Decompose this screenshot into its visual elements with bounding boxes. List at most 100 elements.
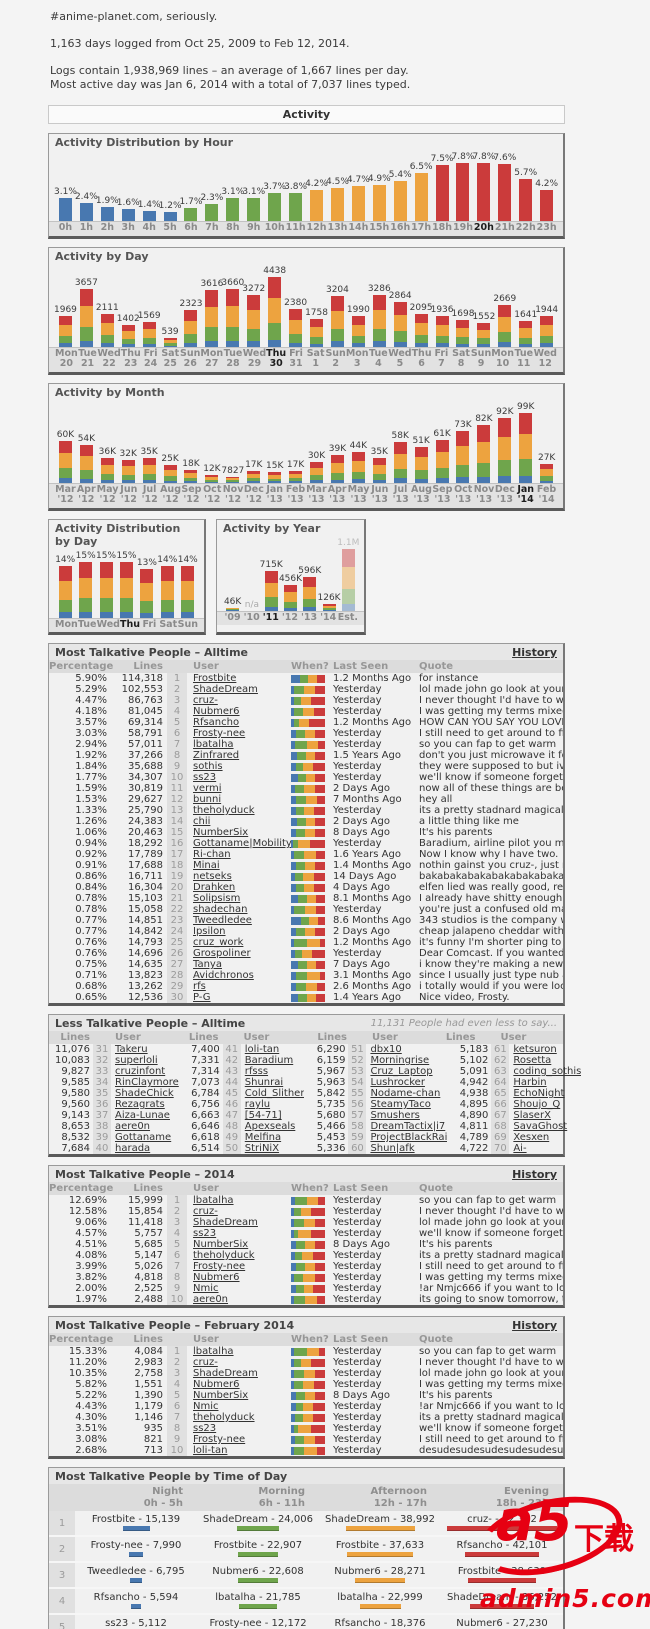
user-link[interactable]: cruzinfont xyxy=(115,1066,166,1077)
user-link[interactable]: Nubmer6 xyxy=(193,1379,240,1390)
user-link[interactable]: Shunrai xyxy=(244,1077,284,1088)
user-link[interactable]: bunni xyxy=(193,794,222,805)
user-link[interactable]: ss23 xyxy=(193,1228,217,1239)
user-link[interactable]: coding_sothis xyxy=(513,1066,582,1077)
user-link[interactable]: Apexseals xyxy=(244,1121,296,1132)
user-link[interactable]: Rosetta xyxy=(513,1055,552,1066)
table-title: Most Talkative People – Alltime xyxy=(55,646,248,659)
user-link[interactable]: raylu xyxy=(244,1099,271,1110)
user-link[interactable]: Xesxen xyxy=(513,1132,550,1143)
user-link[interactable]: NumberSix xyxy=(193,1390,249,1401)
user-link[interactable]: Avidchronos xyxy=(193,970,254,981)
user-link[interactable]: [54-71] xyxy=(244,1110,282,1121)
user-link[interactable]: ShadeDream xyxy=(193,684,258,695)
user-link[interactable]: Baradium xyxy=(244,1055,294,1066)
user-link[interactable]: Tanya xyxy=(193,959,222,970)
user-link[interactable]: netseks xyxy=(193,871,232,882)
user-link[interactable]: loli-tan xyxy=(244,1044,280,1055)
user-link[interactable]: Smushers xyxy=(370,1110,420,1121)
user-link[interactable]: Harbin xyxy=(513,1077,547,1088)
user-link[interactable]: Lushrocker xyxy=(370,1077,425,1088)
user-link[interactable]: theholyduck xyxy=(193,1412,255,1423)
user-link[interactable]: Nmic xyxy=(193,1401,219,1412)
user-link[interactable]: EchoNight xyxy=(513,1088,565,1099)
user-link[interactable]: Solipsism xyxy=(193,893,241,904)
user-link[interactable]: lbatalha xyxy=(193,1346,234,1357)
user-link[interactable]: cruz- xyxy=(193,1206,218,1217)
user-link[interactable]: harada xyxy=(115,1143,151,1154)
user-link[interactable]: Ai- xyxy=(513,1143,527,1154)
user-link[interactable]: ShadeChick xyxy=(115,1088,174,1099)
history-link[interactable]: History xyxy=(512,1168,557,1181)
user-link[interactable]: dbx10 xyxy=(370,1044,402,1055)
user-link[interactable]: Rezagrats xyxy=(115,1099,165,1110)
user-link[interactable]: aere0n xyxy=(115,1121,151,1132)
user-link[interactable]: SteamyTaco xyxy=(370,1099,431,1110)
user-link[interactable]: Takeru xyxy=(115,1044,148,1055)
user-link[interactable]: Drahken xyxy=(193,882,236,893)
user-link[interactable]: lbatalha xyxy=(193,1195,234,1206)
user-link[interactable]: rfs xyxy=(193,981,206,992)
user-link[interactable]: Grospoliner xyxy=(193,948,251,959)
user-link[interactable]: Melfina xyxy=(244,1132,282,1143)
user-link[interactable]: Frosty-nee xyxy=(193,1434,246,1445)
user-link[interactable]: ShadeDream xyxy=(193,1368,258,1379)
user-link[interactable]: Zinfrared xyxy=(193,750,240,761)
table-row: 1.84% 35,688 9 sothis Yesterday they were sup… xyxy=(49,761,563,772)
user-link[interactable]: loli-tan xyxy=(193,1445,228,1456)
user-link[interactable]: Tweedledee xyxy=(193,915,252,926)
user-link[interactable]: ShadeDream xyxy=(193,1217,258,1228)
user-link[interactable]: ProjectBlackRai xyxy=(370,1132,448,1143)
user-link[interactable]: Shoujo_Q xyxy=(513,1099,561,1110)
user-link[interactable]: Gottaname xyxy=(115,1132,172,1143)
user-link[interactable]: rfsss xyxy=(244,1066,269,1077)
history-link[interactable]: History xyxy=(512,646,557,659)
rank-cell: 3 xyxy=(167,1217,187,1228)
user-link[interactable]: chii xyxy=(193,816,211,827)
user-link[interactable]: cruz- xyxy=(193,695,218,706)
user-link[interactable]: NumberSix xyxy=(193,827,249,838)
user-link[interactable]: superloli xyxy=(115,1055,158,1066)
user-link[interactable]: Gottaname|Mobility xyxy=(193,838,291,849)
user-link[interactable]: P-G xyxy=(193,992,211,1003)
user-link[interactable]: Rfsancho xyxy=(193,717,240,728)
user-link[interactable]: aere0n xyxy=(193,1294,229,1305)
user-link[interactable]: Frosty-nee xyxy=(193,1261,246,1272)
user-link[interactable]: cruz- xyxy=(193,1357,218,1368)
user-link[interactable]: ss23 xyxy=(193,1423,217,1434)
user-link[interactable]: Nubmer6 xyxy=(193,706,240,717)
user-link[interactable]: Morningrise xyxy=(370,1055,430,1066)
rank-cell: 66 xyxy=(491,1099,510,1110)
user-link[interactable]: Shun|afk xyxy=(370,1143,415,1154)
user-link[interactable]: shadechan xyxy=(193,904,248,915)
user-link[interactable]: Ri-chan xyxy=(193,849,231,860)
user-link[interactable]: RinClaymore xyxy=(115,1077,179,1088)
user-link[interactable]: Ipsilon xyxy=(193,926,226,937)
user-link[interactable]: Minai xyxy=(193,860,220,871)
user-link[interactable]: Frostbite xyxy=(193,673,237,684)
rank-cell: 21 xyxy=(167,893,187,904)
user-link[interactable]: Cold_Slither xyxy=(244,1088,305,1099)
user-link[interactable]: Frosty-nee xyxy=(193,728,246,739)
user-link[interactable]: lbatalha xyxy=(193,739,234,750)
when-cell xyxy=(291,806,333,815)
user-link[interactable]: Nmic xyxy=(193,1283,219,1294)
user-link[interactable]: SavaGhost xyxy=(513,1121,568,1132)
user-link[interactable]: ketsuron xyxy=(513,1044,557,1055)
user-link[interactable]: vermi xyxy=(193,783,222,794)
user-link[interactable]: DreamTactix|i7 xyxy=(370,1121,446,1132)
user-link[interactable]: ss23 xyxy=(193,772,217,783)
lines-cell: 5,336 xyxy=(316,1143,346,1154)
user-link[interactable]: Nubmer6 xyxy=(193,1272,240,1283)
history-link[interactable]: History xyxy=(512,1319,557,1332)
user-link[interactable]: Aiza-Lunae xyxy=(115,1110,170,1121)
user-link[interactable]: sothis xyxy=(193,761,223,772)
user-link[interactable]: StriNiX xyxy=(244,1143,280,1154)
user-link[interactable]: Nodame-chan xyxy=(370,1088,441,1099)
user-link[interactable]: theholyduck xyxy=(193,1250,255,1261)
user-link[interactable]: theholyduck xyxy=(193,805,255,816)
user-link[interactable]: NumberSix xyxy=(193,1239,249,1250)
user-link[interactable]: Cruz_Laptop xyxy=(370,1066,433,1077)
user-link[interactable]: cruz_work xyxy=(193,937,244,948)
user-link[interactable]: SlaserX xyxy=(513,1110,551,1121)
